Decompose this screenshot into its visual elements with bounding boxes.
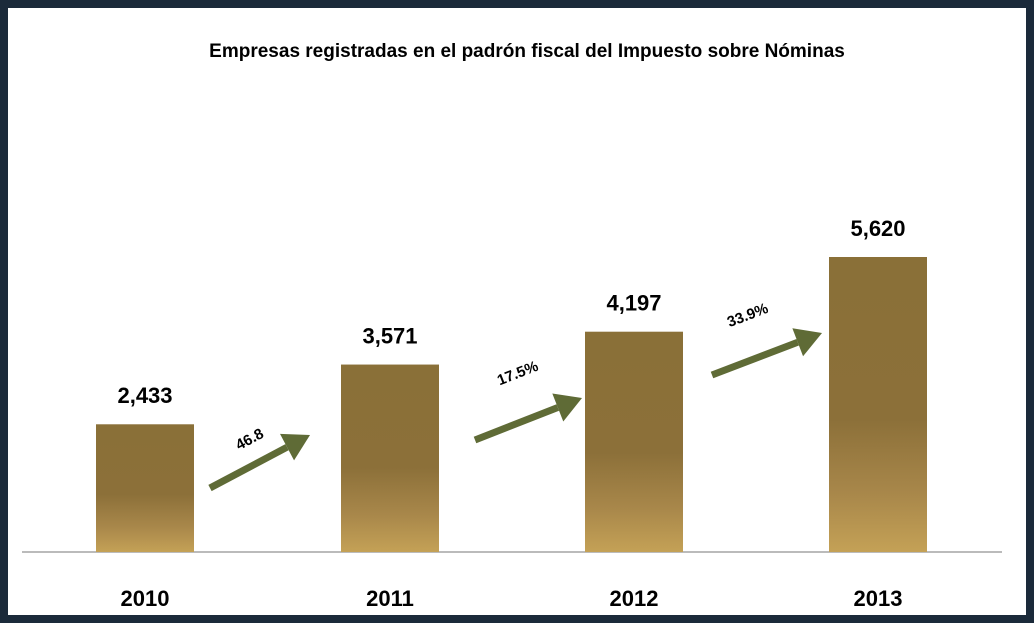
x-tick-label: 2011 [366, 586, 414, 611]
value-label: 3,571 [362, 323, 417, 348]
bar [829, 257, 927, 552]
x-tick-label: 2013 [854, 586, 903, 611]
value-label: 5,620 [850, 216, 905, 241]
growth-arrow-head [280, 433, 310, 461]
growth-arrow-head [792, 328, 822, 357]
growth-arrow-head [552, 393, 582, 422]
bar [585, 331, 683, 552]
value-label: 4,197 [606, 291, 661, 316]
bar [341, 364, 439, 552]
growth-arrow-shaft [710, 339, 799, 379]
value-label: 2,433 [117, 383, 172, 408]
chart-title: Empresas registradas en el padrón fiscal… [209, 41, 845, 62]
bar [96, 424, 194, 552]
x-tick-label: 2010 [121, 586, 170, 611]
x-tick-label: 2012 [610, 586, 659, 611]
growth-arrow-shaft [473, 404, 560, 444]
growth-arrow-shaft [208, 444, 289, 492]
